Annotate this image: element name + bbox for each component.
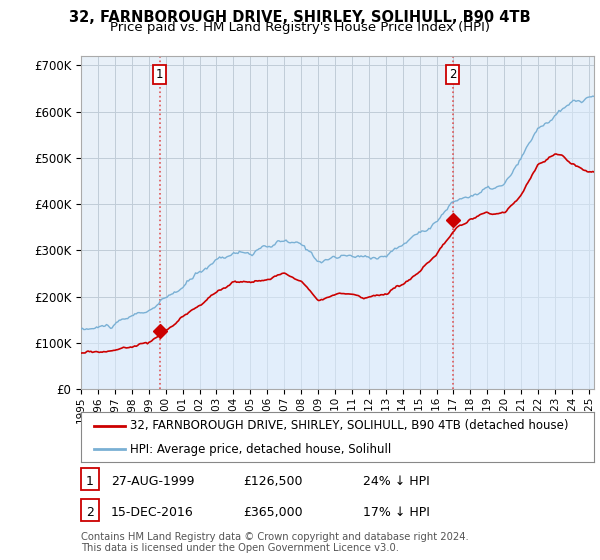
Text: 2: 2 <box>449 68 457 81</box>
Text: 2: 2 <box>86 506 94 519</box>
Text: £365,000: £365,000 <box>243 506 302 519</box>
Text: Contains HM Land Registry data © Crown copyright and database right 2024.
This d: Contains HM Land Registry data © Crown c… <box>81 531 469 553</box>
Text: 15-DEC-2016: 15-DEC-2016 <box>111 506 194 519</box>
Text: HPI: Average price, detached house, Solihull: HPI: Average price, detached house, Soli… <box>130 443 391 456</box>
Text: 1: 1 <box>86 475 94 488</box>
Text: Price paid vs. HM Land Registry's House Price Index (HPI): Price paid vs. HM Land Registry's House … <box>110 21 490 34</box>
Text: 32, FARNBOROUGH DRIVE, SHIRLEY, SOLIHULL, B90 4TB: 32, FARNBOROUGH DRIVE, SHIRLEY, SOLIHULL… <box>69 10 531 25</box>
Text: £126,500: £126,500 <box>243 475 302 488</box>
Text: 17% ↓ HPI: 17% ↓ HPI <box>363 506 430 519</box>
Text: 24% ↓ HPI: 24% ↓ HPI <box>363 475 430 488</box>
Text: 32, FARNBOROUGH DRIVE, SHIRLEY, SOLIHULL, B90 4TB (detached house): 32, FARNBOROUGH DRIVE, SHIRLEY, SOLIHULL… <box>130 419 568 432</box>
Text: 27-AUG-1999: 27-AUG-1999 <box>111 475 194 488</box>
Text: 1: 1 <box>156 68 163 81</box>
